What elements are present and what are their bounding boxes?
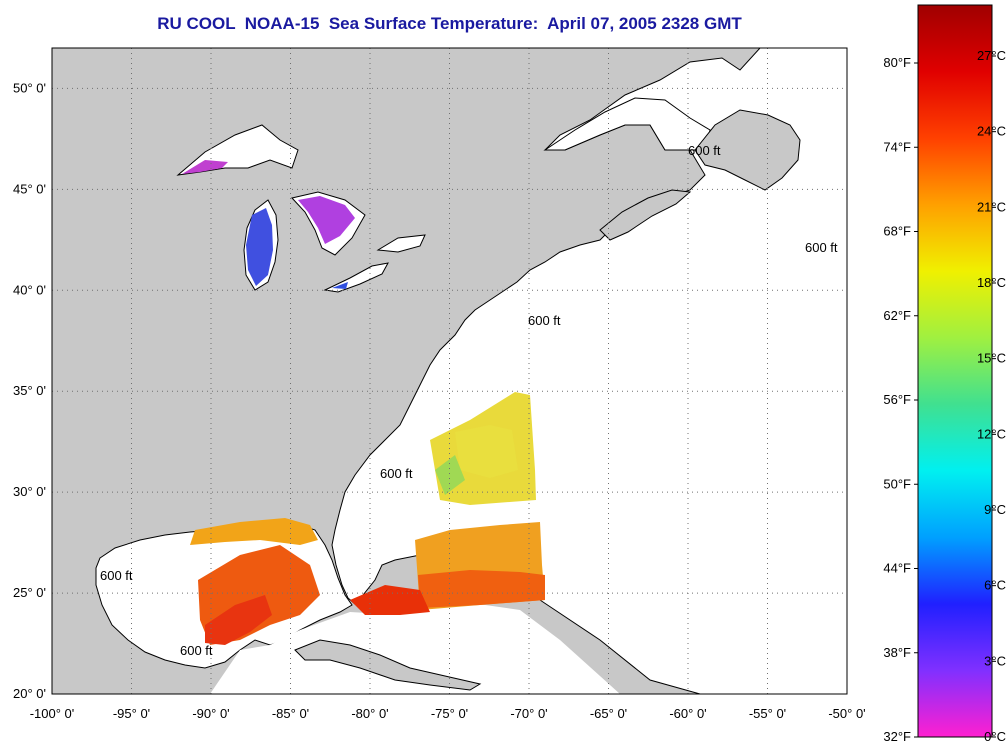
colorbar-celsius-labels: 27°C 24°C 21°C 18°C 15°C 12°C 9°C 6°C 3°C 0°C — [977, 48, 1006, 744]
map-title: RU COOL NOAA-15 Sea Surface Temperature:… — [157, 14, 742, 33]
isobath-label: 600 ft — [100, 568, 133, 583]
colorbar-fahrenheit-labels: 80°F 74°F 68°F 62°F 56°F 50°F 44°F 38°F 32°F — [883, 55, 918, 744]
isobath-label: 600 ft — [528, 313, 561, 328]
latitude-tick-label: 20° 0' — [13, 686, 46, 701]
fahrenheit-label: 32°F — [883, 729, 911, 744]
celsius-label: 18°C — [977, 275, 1006, 290]
longitude-tick-label: -80° 0' — [351, 706, 388, 721]
fahrenheit-label: 38°F — [883, 645, 911, 660]
celsius-label: 6°C — [984, 578, 1006, 593]
newfoundland-island — [694, 109, 801, 191]
caribbean-sea — [210, 600, 620, 694]
isobath-label: 600 ft — [805, 240, 838, 255]
celsius-label: 15°C — [977, 351, 1006, 366]
longitude-labels: -100° 0' -95° 0' -90° 0' -85° 0' -80° 0' -75°… — [30, 706, 866, 721]
celsius-label: 0°C — [984, 729, 1006, 744]
colorbar — [917, 4, 993, 738]
fahrenheit-label: 80°F — [883, 55, 911, 70]
longitude-tick-label: -90° 0' — [192, 706, 229, 721]
isobath-label: 600 ft — [688, 143, 721, 158]
longitude-tick-label: -50° 0' — [828, 706, 865, 721]
sst-lake-michigan — [246, 208, 273, 286]
fahrenheit-label: 44°F — [883, 561, 911, 576]
fahrenheit-label: 62°F — [883, 308, 911, 323]
latitude-tick-label: 25° 0' — [13, 585, 46, 600]
celsius-label: 12°C — [977, 426, 1006, 441]
celsius-label: 24°C — [977, 124, 1006, 139]
latitude-tick-label: 40° 0' — [13, 282, 46, 297]
sst-gulf-northern — [190, 518, 318, 545]
celsius-label: 9°C — [984, 502, 1006, 517]
sst-florida-straits — [350, 585, 430, 615]
fahrenheit-label: 56°F — [883, 392, 911, 407]
sst-lake-superior — [182, 160, 228, 174]
nova-scotia — [599, 189, 692, 241]
sst-lake-erie — [332, 282, 348, 289]
map-frame — [51, 47, 848, 695]
fahrenheit-label: 68°F — [883, 224, 911, 239]
latitude-tick-label: 50° 0' — [13, 80, 46, 95]
cuba-island — [294, 639, 482, 691]
longitude-tick-label: -100° 0' — [30, 706, 75, 721]
latitude-tick-label: 35° 0' — [13, 383, 46, 398]
longitude-tick-label: -70° 0' — [510, 706, 547, 721]
sst-green-edge — [435, 455, 465, 495]
longitude-tick-label: -85° 0' — [272, 706, 309, 721]
celsius-label: 21°C — [977, 199, 1006, 214]
sst-gulf-south — [205, 595, 272, 645]
longitude-tick-label: -75° 0' — [431, 706, 468, 721]
fahrenheit-label: 74°F — [883, 139, 911, 154]
latitude-tick-label: 30° 0' — [13, 484, 46, 499]
lake-ontario — [376, 234, 426, 253]
longitude-tick-label: -60° 0' — [669, 706, 706, 721]
latitude-labels: 20° 0' 25° 0' 30° 0' 35° 0' 40° 0' 45° 0' 50° … — [13, 80, 46, 701]
isobath-label: 600 ft — [180, 643, 213, 658]
longitude-tick-label: -65° 0' — [590, 706, 627, 721]
celsius-label: 27°C — [977, 48, 1006, 63]
isobath-labels: 600 ft 600 ft 600 ft 600 ft 600 ft 600 f… — [100, 143, 838, 658]
latitude-tick-label: 45° 0' — [13, 181, 46, 196]
celsius-label: 3°C — [984, 653, 1006, 668]
sst-lake-huron — [298, 196, 355, 244]
longitude-tick-label: -55° 0' — [749, 706, 786, 721]
sst-mid-patch — [455, 425, 518, 478]
sst-great-lakes — [182, 160, 355, 289]
fahrenheit-label: 50°F — [883, 476, 911, 491]
isobath-label: 600 ft — [380, 466, 413, 481]
longitude-tick-label: -95° 0' — [113, 706, 150, 721]
sst-swaths — [190, 392, 545, 645]
